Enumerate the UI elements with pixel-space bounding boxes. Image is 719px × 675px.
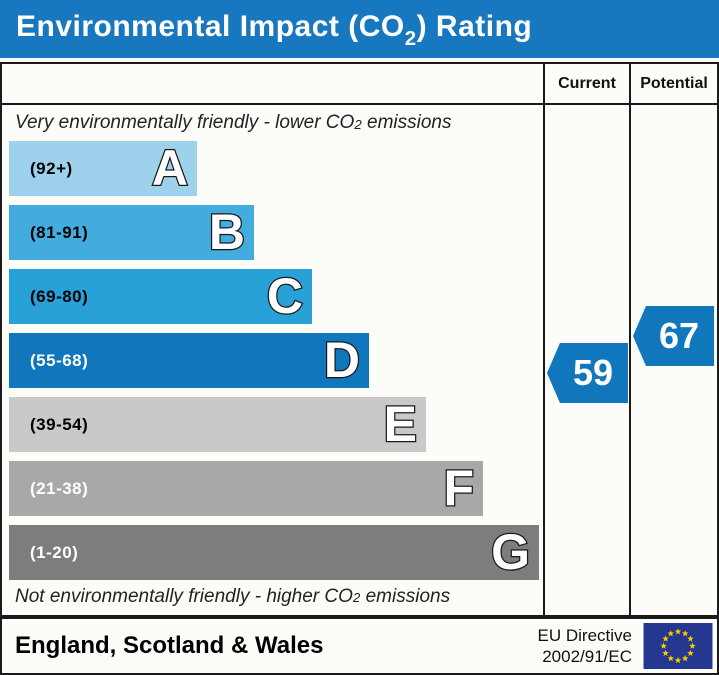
band-letter: B [208, 203, 247, 261]
band-row-a: (92+) A [9, 139, 197, 197]
current-column: 59 [543, 105, 629, 615]
potential-column: 67 [629, 105, 717, 615]
header-potential-cell: Potential [629, 64, 717, 103]
caption-bottom: Not environmentally friendly - higher CO… [15, 585, 451, 607]
band-letter: A [151, 139, 190, 197]
caption-top: Very environmentally friendly - lower CO… [15, 112, 452, 133]
table-header-row: Current Potential [2, 64, 717, 105]
title-bar: Environmental Impact (CO2) Rating [0, 0, 719, 58]
band-range-label: (39-54) [30, 414, 89, 434]
current-marker: 59 [547, 343, 628, 403]
band-row-b: (81-91) B [9, 203, 254, 261]
band-letter: G [490, 523, 531, 581]
region-label: England, Scotland & Wales [15, 632, 324, 659]
band-range-label: (81-91) [30, 222, 89, 242]
header-chart-cell [2, 64, 543, 103]
band-letter: F [442, 459, 475, 517]
band-row-g: (1-20) G [9, 523, 539, 581]
potential-value: 67 [658, 315, 700, 356]
footer-bar: England, Scotland & Wales EU Directive 2… [0, 617, 719, 675]
eu-directive-label: EU Directive 2002/91/EC [537, 625, 632, 666]
band-range-label: (1-20) [30, 542, 79, 562]
header-current-cell: Current [543, 64, 629, 103]
band-letter: D [323, 331, 362, 389]
band-chart-area: Very environmentally friendly - lower CO… [2, 105, 543, 615]
eu-flag-icon [643, 623, 713, 669]
band-letter: C [266, 267, 305, 325]
band-row-d: (55-68) D [9, 331, 369, 389]
rating-bands: (92+) A (81-91) B (69-80) C (55-68) D (3… [2, 139, 539, 581]
potential-marker: 67 [633, 306, 714, 366]
band-range-label: (21-38) [30, 478, 89, 498]
page-title: Environmental Impact (CO2) Rating [16, 9, 533, 50]
band-range-label: (92+) [30, 158, 73, 178]
band-range-label: (69-80) [30, 286, 89, 306]
band-range-label: (55-68) [30, 350, 89, 370]
current-value: 59 [572, 352, 614, 393]
band-letter: E [382, 395, 418, 453]
rating-table: Current Potential Very environmentally f… [0, 62, 719, 617]
band-row-e: (39-54) E [9, 395, 426, 453]
band-row-c: (69-80) C [9, 267, 312, 325]
table-body-row: Very environmentally friendly - lower CO… [2, 105, 717, 615]
co2-subscript: 2 [404, 27, 417, 50]
band-row-f: (21-38) F [9, 459, 483, 517]
